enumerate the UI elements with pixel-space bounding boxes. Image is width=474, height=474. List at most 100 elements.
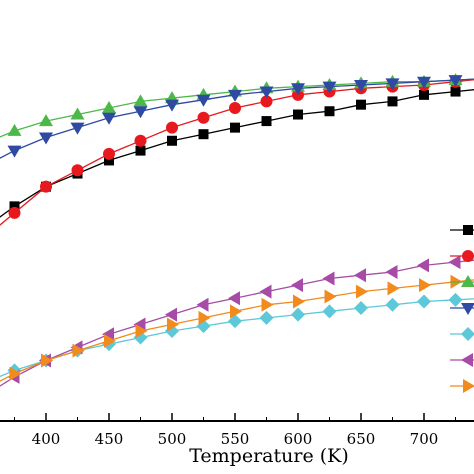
data-point [419, 89, 429, 100]
series-layer [0, 73, 474, 387]
data-point [70, 122, 85, 135]
data-point [198, 129, 209, 140]
data-point [103, 147, 115, 160]
data-point [291, 307, 305, 322]
legend-marker [461, 303, 474, 315]
data-point [41, 353, 53, 368]
legend-marker [463, 379, 474, 393]
data-point [104, 155, 114, 166]
data-point [417, 76, 431, 89]
legend-item [450, 225, 474, 235]
data-point [166, 121, 178, 134]
series-0 [0, 86, 474, 218]
data-point [228, 314, 242, 329]
data-point [322, 271, 335, 286]
data-point [293, 109, 303, 120]
data-point [322, 304, 337, 319]
data-point [324, 106, 335, 117]
x-tick-label: 700 [410, 430, 439, 448]
data-point [291, 278, 303, 293]
series-5 [0, 255, 474, 387]
data-point [165, 307, 177, 322]
legend-item [450, 353, 474, 367]
data-point [40, 180, 52, 193]
series-4 [0, 292, 474, 378]
data-point [259, 310, 274, 325]
legend-marker [461, 275, 474, 287]
data-point [324, 289, 337, 304]
data-point [167, 135, 177, 146]
data-point [387, 281, 400, 296]
x-tick-label: 550 [221, 430, 250, 448]
data-point [354, 80, 368, 92]
data-point [291, 83, 305, 96]
data-point [197, 111, 210, 124]
data-point [385, 78, 400, 91]
data-point [261, 116, 272, 127]
data-point [135, 145, 146, 156]
legend-item [450, 327, 474, 341]
data-point [70, 107, 85, 120]
x-tick-label: 650 [347, 430, 376, 448]
legend-item [450, 250, 474, 262]
data-point [39, 132, 53, 145]
data-point [133, 317, 146, 332]
data-point [7, 123, 22, 136]
legend-item [450, 379, 474, 393]
data-point [356, 99, 366, 110]
data-point [228, 291, 240, 306]
legend-marker [461, 327, 474, 341]
data-point [356, 284, 368, 299]
data-point [448, 255, 461, 270]
data-point [104, 333, 116, 348]
data-point [165, 99, 179, 112]
data-point [293, 294, 305, 309]
data-point [229, 101, 241, 114]
data-point [259, 86, 274, 99]
data-point [354, 268, 366, 283]
data-point [72, 343, 85, 358]
x-axis-title: Temperature (K) [189, 445, 349, 467]
legend-item [450, 275, 474, 287]
data-point [448, 292, 463, 307]
data-point [387, 96, 398, 107]
legend-marker [463, 225, 473, 235]
data-point [7, 145, 22, 158]
data-point [135, 324, 148, 338]
data-point [198, 310, 211, 325]
data-point [261, 297, 274, 312]
data-point [39, 114, 53, 127]
x-tick-label: 600 [284, 430, 313, 448]
data-point [385, 264, 398, 279]
data-point [417, 258, 429, 273]
data-point [196, 94, 211, 107]
data-point [8, 206, 21, 219]
legend [450, 225, 474, 393]
legend-marker [461, 353, 473, 367]
x-axis-ticks: 400 450 500 550 600 650 700 [14, 413, 456, 448]
data-point [322, 81, 337, 94]
data-point [71, 164, 84, 177]
x-tick-label: 450 [95, 430, 124, 448]
data-point [9, 366, 22, 381]
data-point [133, 94, 148, 107]
data-point [385, 297, 400, 312]
data-point [102, 327, 114, 342]
data-point [354, 301, 368, 316]
data-point [419, 278, 431, 293]
data-point [196, 297, 209, 312]
data-point [228, 89, 242, 102]
data-point [448, 75, 463, 88]
data-point [450, 86, 461, 97]
data-point [102, 112, 116, 125]
data-point [133, 106, 148, 119]
series-line [0, 259, 474, 387]
data-point [230, 122, 240, 133]
data-point [259, 284, 272, 299]
x-tick-label: 400 [32, 430, 61, 448]
x-tick-label: 500 [158, 430, 187, 448]
data-point [260, 95, 273, 108]
series-6 [0, 274, 474, 382]
legend-item [450, 303, 474, 315]
